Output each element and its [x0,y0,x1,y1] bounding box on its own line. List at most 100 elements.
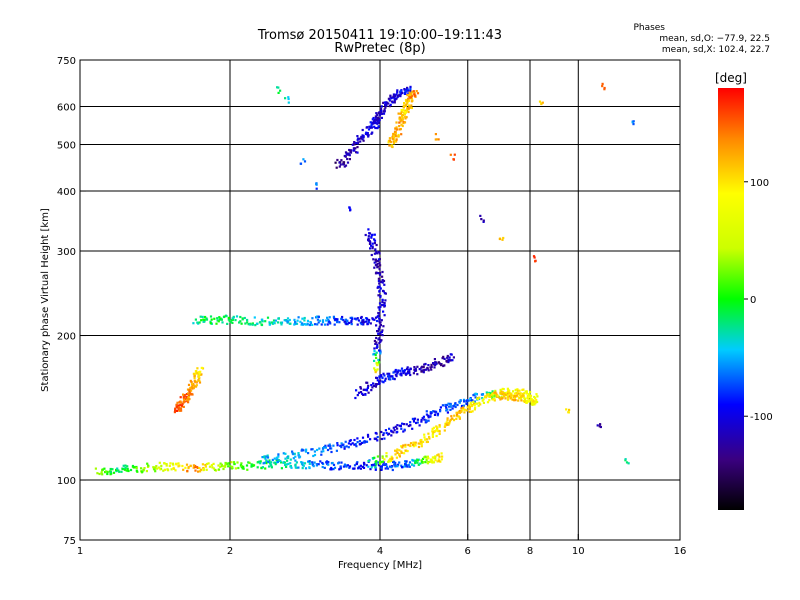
echo-point [187,466,190,469]
echo-point [371,386,374,389]
echo-point [194,372,197,375]
echo-point [439,460,442,463]
echo-point [405,460,408,463]
echo-point [187,401,190,404]
echo-point [398,461,401,464]
echo-point [388,374,391,377]
phase-stats-x: mean, sd,X: 102.4, 22.7 [661,45,770,55]
echo-point [400,123,403,126]
echo-point [391,375,394,378]
echo-point [309,321,312,324]
echo-point [378,341,381,345]
echo-point [530,400,533,404]
echo-point [482,219,485,222]
echo-point [407,370,410,373]
echo-point [450,353,453,356]
echo-point [293,452,296,455]
echo-point [364,233,367,237]
echo-point [362,441,365,444]
echo-point [252,464,256,467]
echo-point [491,394,494,397]
echo-point [217,320,220,323]
echo-point [391,468,394,472]
echo-point [318,319,322,322]
echo-point [324,444,327,447]
echo-point [372,116,375,120]
echo-point [382,325,385,328]
echo-point [405,103,408,106]
echo-point [427,369,430,372]
echo-point [384,467,387,470]
echo-point [346,320,349,323]
echo-point [109,471,112,474]
echo-point [146,465,150,468]
echo-point [381,289,385,292]
echo-point [346,323,349,326]
echo-point [177,404,180,407]
echo-point [397,112,400,115]
echo-point [258,460,261,463]
echo-point [348,466,351,469]
echo-point [525,401,529,404]
echo-point [394,139,397,143]
echo-point [349,151,353,154]
echo-point [275,456,278,459]
echo-point [361,441,364,444]
echo-point [373,266,376,269]
echo-point [260,318,263,321]
echo-point [347,442,350,445]
echo-point [523,400,527,403]
echo-point [379,349,382,352]
echo-point [384,106,387,109]
echo-point [409,367,412,371]
echo-point [262,462,265,465]
echo-point [306,322,309,325]
echo-point [515,391,518,394]
echo-point [599,423,602,426]
echo-point [354,443,357,446]
echo-point [158,461,161,464]
echo-point [462,404,465,407]
echo-point [377,461,380,464]
echo-point [534,260,537,263]
echo-point [420,460,424,463]
echo-point [379,324,382,327]
echo-point [367,384,370,387]
echo-point [261,320,264,323]
echo-point [398,125,401,128]
echo-point [601,82,604,85]
echo-point [412,372,415,375]
echo-point [147,464,150,467]
echo-point [339,444,342,447]
echo-point [471,410,474,413]
echo-point [330,466,333,470]
echo-point [182,468,185,471]
echo-point [381,380,384,383]
echo-point [449,403,452,406]
echo-point [286,459,289,462]
echo-point [162,469,165,472]
echo-point [241,318,244,321]
echo-point [391,137,394,140]
echo-point [407,443,410,447]
echo-point [443,357,446,360]
echo-point [381,275,384,278]
echo-point [143,467,146,470]
echo-point [382,112,386,115]
echo-point [196,367,199,370]
echo-point [523,398,526,401]
echo-point [463,400,466,403]
echo-point [336,158,339,162]
echo-point [407,463,410,466]
echo-point [411,417,414,420]
echo-point [505,392,508,395]
echo-point [395,93,398,96]
echo-point [375,369,378,372]
echo-point [192,322,195,325]
echo-point [603,88,606,91]
echo-point [388,459,391,462]
echo-point [400,374,403,377]
echo-point [183,394,186,397]
echo-point [374,431,377,435]
echo-point [407,92,410,95]
